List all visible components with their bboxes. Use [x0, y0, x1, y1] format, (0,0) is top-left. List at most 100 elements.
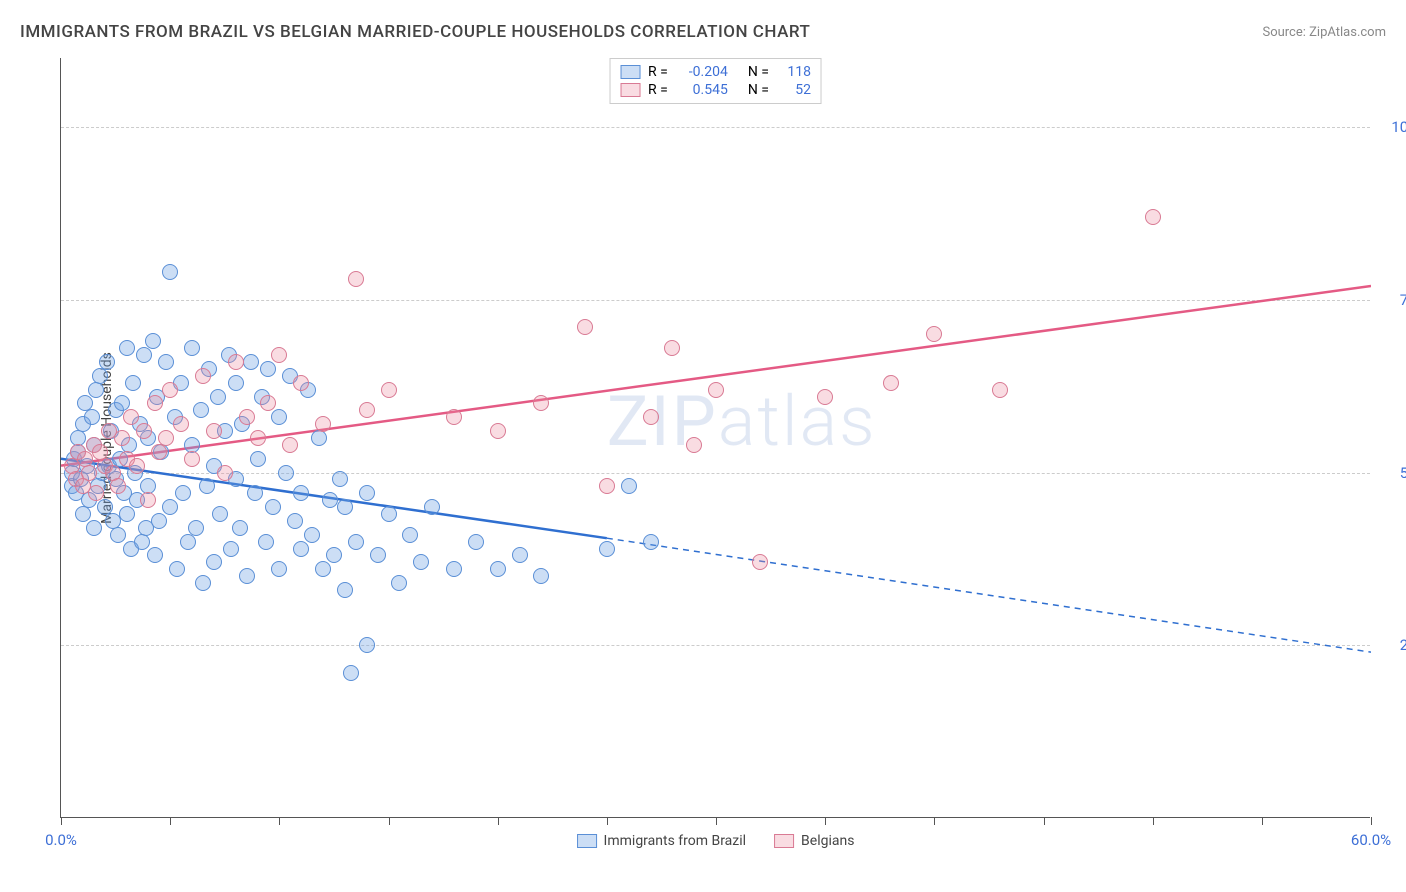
scatter-point-belgian — [239, 409, 255, 425]
scatter-point-belgian — [490, 423, 506, 439]
scatter-point-brazil — [381, 506, 397, 522]
scatter-point-brazil — [621, 478, 637, 494]
scatter-point-belgian — [577, 319, 593, 335]
scatter-point-brazil — [119, 340, 135, 356]
chart-header: IMMIGRANTS FROM BRAZIL VS BELGIAN MARRIE… — [20, 22, 1386, 42]
scatter-point-brazil — [184, 340, 200, 356]
scatter-point-brazil — [223, 541, 239, 557]
scatter-point-belgian — [184, 451, 200, 467]
scatter-point-brazil — [147, 547, 163, 563]
scatter-point-belgian — [348, 271, 364, 287]
legend-swatch — [620, 83, 640, 97]
scatter-point-belgian — [599, 478, 615, 494]
scatter-point-brazil — [343, 665, 359, 681]
scatter-point-brazil — [258, 534, 274, 550]
scatter-point-belgian — [206, 423, 222, 439]
scatter-point-brazil — [348, 534, 364, 550]
scatter-point-brazil — [119, 506, 135, 522]
x-tick — [1153, 817, 1154, 825]
scatter-point-belgian — [817, 389, 833, 405]
scatter-point-brazil — [175, 485, 191, 501]
scatter-point-brazil — [512, 547, 528, 563]
legend-series-item: Belgians — [774, 833, 854, 849]
scatter-point-belgian — [88, 485, 104, 501]
scatter-point-brazil — [86, 520, 102, 536]
legend-stats: R =-0.204N =118R =0.545N =52 — [609, 58, 822, 104]
scatter-point-brazil — [643, 534, 659, 550]
scatter-point-belgian — [752, 554, 768, 570]
x-tick-label: 60.0% — [1351, 831, 1391, 849]
scatter-point-belgian — [883, 375, 899, 391]
scatter-point-brazil — [311, 430, 327, 446]
scatter-point-belgian — [533, 395, 549, 411]
scatter-point-brazil — [271, 409, 287, 425]
scatter-point-brazil — [193, 402, 209, 418]
y-tick-label: 100.0% — [1380, 118, 1406, 136]
legend-series-label: Belgians — [801, 833, 854, 849]
scatter-point-brazil — [136, 347, 152, 363]
scatter-point-brazil — [210, 389, 226, 405]
scatter-point-belgian — [686, 437, 702, 453]
scatter-point-belgian — [228, 354, 244, 370]
scatter-point-brazil — [287, 513, 303, 529]
scatter-point-brazil — [88, 382, 104, 398]
legend-n-value: 52 — [777, 82, 811, 98]
plot-area: ZIPatlas Married-couple Households 25.0%… — [60, 58, 1370, 818]
scatter-point-belgian — [293, 375, 309, 391]
scatter-point-belgian — [446, 409, 462, 425]
scatter-point-belgian — [129, 458, 145, 474]
legend-n-label: N = — [748, 64, 769, 80]
x-tick — [934, 817, 935, 825]
scatter-point-brazil — [446, 561, 462, 577]
legend-r-value: -0.204 — [676, 64, 728, 80]
scatter-point-brazil — [293, 485, 309, 501]
scatter-point-belgian — [260, 395, 276, 411]
scatter-point-brazil — [326, 547, 342, 563]
scatter-point-belgian — [664, 340, 680, 356]
scatter-point-belgian — [151, 444, 167, 460]
scatter-point-brazil — [199, 478, 215, 494]
scatter-point-brazil — [370, 547, 386, 563]
x-tick-label: 0.0% — [45, 831, 77, 849]
scatter-point-brazil — [337, 499, 353, 515]
scatter-point-brazil — [239, 568, 255, 584]
chart-title: IMMIGRANTS FROM BRAZIL VS BELGIAN MARRIE… — [20, 22, 810, 42]
scatter-point-brazil — [250, 451, 266, 467]
x-tick — [389, 817, 390, 825]
scatter-point-belgian — [140, 492, 156, 508]
legend-stats-row: R =-0.204N =118 — [620, 63, 811, 81]
scatter-point-belgian — [114, 430, 130, 446]
scatter-point-belgian — [136, 423, 152, 439]
scatter-point-belgian — [1145, 209, 1161, 225]
legend-series-item: Immigrants from Brazil — [577, 833, 747, 849]
x-tick — [1371, 817, 1372, 825]
legend-stats-row: R =0.545N =52 — [620, 81, 811, 99]
scatter-point-brazil — [188, 520, 204, 536]
y-tick-label: 25.0% — [1380, 636, 1406, 654]
scatter-point-belgian — [250, 430, 266, 446]
scatter-point-belgian — [381, 382, 397, 398]
scatter-point-brazil — [260, 361, 276, 377]
legend-n-value: 118 — [777, 64, 811, 80]
x-tick — [825, 817, 826, 825]
legend-series: Immigrants from Brazil Belgians — [577, 833, 855, 849]
scatter-point-belgian — [708, 382, 724, 398]
scatter-point-belgian — [282, 437, 298, 453]
legend-swatch — [577, 834, 597, 848]
scatter-point-brazil — [162, 264, 178, 280]
scatter-point-brazil — [99, 354, 115, 370]
scatter-point-brazil — [158, 354, 174, 370]
scatter-point-belgian — [359, 402, 375, 418]
scatter-point-brazil — [151, 513, 167, 529]
x-tick — [1262, 817, 1263, 825]
scatter-point-brazil — [145, 333, 161, 349]
x-tick — [498, 817, 499, 825]
scatter-point-brazil — [75, 506, 91, 522]
scatter-point-brazil — [402, 527, 418, 543]
scatter-point-belgian — [123, 409, 139, 425]
scatter-point-brazil — [243, 354, 259, 370]
scatter-point-brazil — [322, 492, 338, 508]
scatter-point-brazil — [304, 527, 320, 543]
x-tick — [607, 817, 608, 825]
scatter-point-belgian — [271, 347, 287, 363]
